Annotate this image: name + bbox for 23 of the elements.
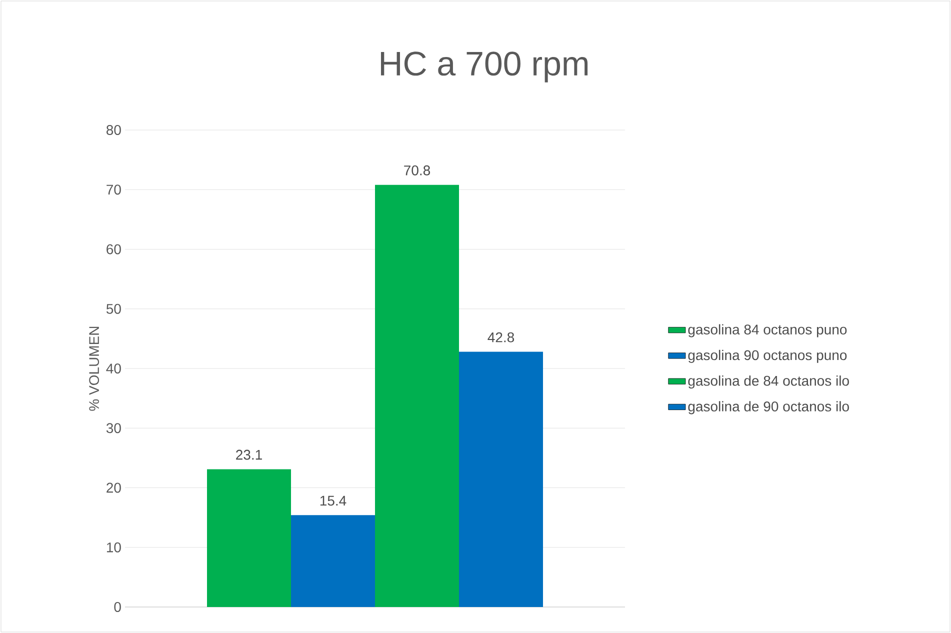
- bar: [207, 469, 291, 607]
- legend-label: gasolina de 84 octanos ilo: [688, 376, 849, 389]
- y-tick-label: 50: [106, 304, 121, 314]
- data-label: 70.8: [404, 165, 430, 176]
- y-tick-label: 10: [106, 542, 121, 552]
- data-label: 23.1: [236, 450, 262, 460]
- y-tick-label: 70: [106, 184, 121, 195]
- y-tick-label: 60: [106, 244, 121, 254]
- bar: [459, 352, 544, 607]
- y-tick-label: 20: [106, 482, 121, 493]
- y-axis-title: % VOLUMEN: [89, 326, 100, 411]
- y-tick-label: 0: [114, 602, 121, 612]
- bar: [375, 184, 460, 607]
- chart-title: HC a 700 rpm: [380, 52, 588, 82]
- legend-label: gasolina 90 octanos puno: [688, 350, 847, 363]
- data-label: 15.4: [320, 496, 346, 506]
- y-tick-label: 30: [106, 423, 121, 434]
- bar: [291, 515, 375, 607]
- data-label: 42.8: [488, 332, 514, 342]
- legend-label: gasolina 84 octanos puno: [688, 324, 847, 338]
- y-tick-label: 40: [106, 364, 121, 374]
- legend-label: gasolina de 90 octanos ilo: [688, 401, 849, 414]
- y-tick-label: 80: [106, 125, 121, 135]
